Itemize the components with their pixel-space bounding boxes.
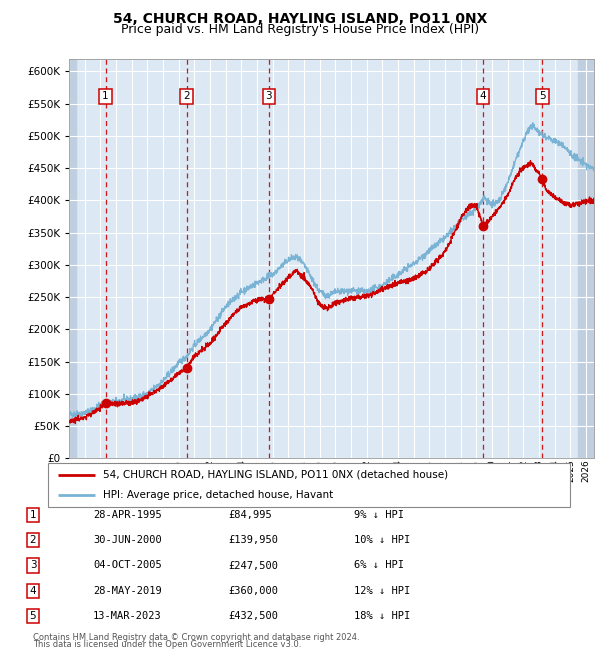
Text: £360,000: £360,000 bbox=[228, 586, 278, 596]
Text: Price paid vs. HM Land Registry's House Price Index (HPI): Price paid vs. HM Land Registry's House … bbox=[121, 23, 479, 36]
Bar bbox=[69, 58, 76, 458]
Text: 12% ↓ HPI: 12% ↓ HPI bbox=[354, 586, 410, 596]
Bar bbox=[578, 58, 594, 458]
Text: 10% ↓ HPI: 10% ↓ HPI bbox=[354, 535, 410, 545]
Text: HPI: Average price, detached house, Havant: HPI: Average price, detached house, Hava… bbox=[103, 490, 333, 500]
Text: 5: 5 bbox=[29, 611, 37, 621]
Text: 2: 2 bbox=[183, 92, 190, 101]
Text: 1: 1 bbox=[29, 510, 37, 520]
Text: 3: 3 bbox=[29, 560, 37, 571]
Text: 4: 4 bbox=[480, 92, 487, 101]
Text: 5: 5 bbox=[539, 92, 545, 101]
Text: This data is licensed under the Open Government Licence v3.0.: This data is licensed under the Open Gov… bbox=[33, 640, 301, 649]
FancyBboxPatch shape bbox=[48, 463, 570, 507]
Text: 04-OCT-2005: 04-OCT-2005 bbox=[93, 560, 162, 571]
Text: 54, CHURCH ROAD, HAYLING ISLAND, PO11 0NX: 54, CHURCH ROAD, HAYLING ISLAND, PO11 0N… bbox=[113, 12, 487, 26]
Text: 2: 2 bbox=[29, 535, 37, 545]
Text: £432,500: £432,500 bbox=[228, 611, 278, 621]
Text: £247,500: £247,500 bbox=[228, 560, 278, 571]
Text: 6% ↓ HPI: 6% ↓ HPI bbox=[354, 560, 404, 571]
Text: 28-APR-1995: 28-APR-1995 bbox=[93, 510, 162, 520]
Text: £139,950: £139,950 bbox=[228, 535, 278, 545]
Text: 4: 4 bbox=[29, 586, 37, 596]
Text: 3: 3 bbox=[266, 92, 272, 101]
Text: 28-MAY-2019: 28-MAY-2019 bbox=[93, 586, 162, 596]
Text: £84,995: £84,995 bbox=[228, 510, 272, 520]
Text: 9% ↓ HPI: 9% ↓ HPI bbox=[354, 510, 404, 520]
Text: 18% ↓ HPI: 18% ↓ HPI bbox=[354, 611, 410, 621]
Text: 30-JUN-2000: 30-JUN-2000 bbox=[93, 535, 162, 545]
Text: Contains HM Land Registry data © Crown copyright and database right 2024.: Contains HM Land Registry data © Crown c… bbox=[33, 632, 359, 642]
Text: 54, CHURCH ROAD, HAYLING ISLAND, PO11 0NX (detached house): 54, CHURCH ROAD, HAYLING ISLAND, PO11 0N… bbox=[103, 470, 448, 480]
Text: 13-MAR-2023: 13-MAR-2023 bbox=[93, 611, 162, 621]
Text: 1: 1 bbox=[102, 92, 109, 101]
